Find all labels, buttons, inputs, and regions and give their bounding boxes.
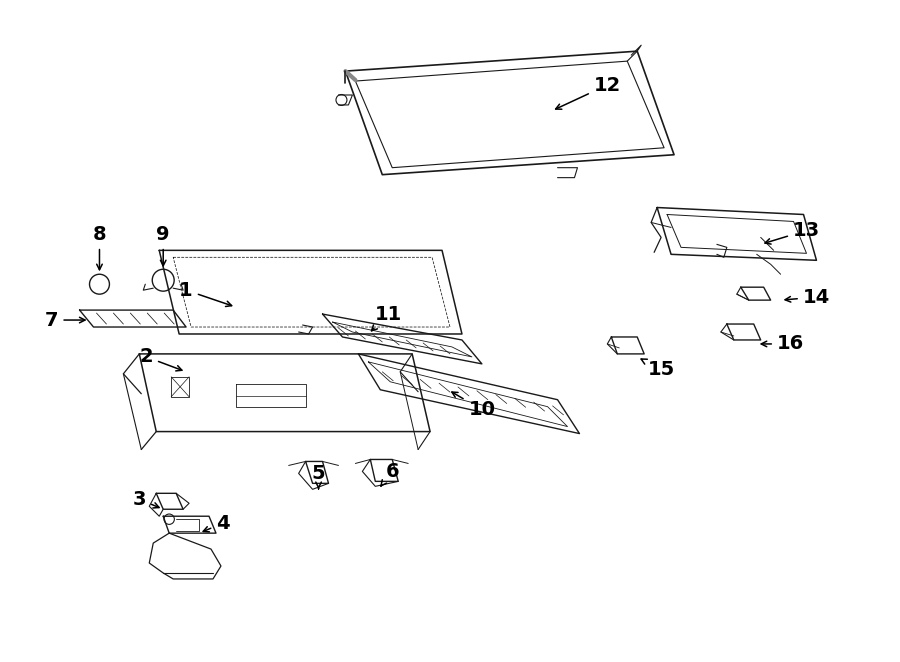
Text: 8: 8 <box>93 225 106 269</box>
Text: 4: 4 <box>203 514 230 533</box>
Text: 2: 2 <box>140 348 182 371</box>
Text: 14: 14 <box>785 288 830 307</box>
Text: 1: 1 <box>179 281 231 307</box>
Text: 13: 13 <box>765 221 820 244</box>
Text: 11: 11 <box>372 305 402 331</box>
Text: 5: 5 <box>311 464 326 489</box>
Text: 12: 12 <box>555 75 621 109</box>
Text: 6: 6 <box>381 462 399 486</box>
Text: 9: 9 <box>157 225 170 265</box>
Text: 7: 7 <box>45 310 85 330</box>
Text: 3: 3 <box>132 490 159 509</box>
Text: 15: 15 <box>641 359 675 379</box>
Text: 10: 10 <box>452 392 495 419</box>
Text: 16: 16 <box>761 334 805 354</box>
